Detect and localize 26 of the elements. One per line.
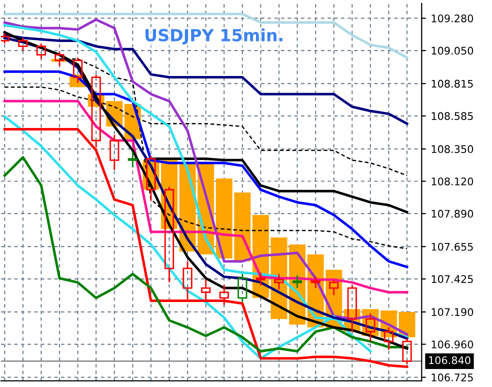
line-series	[3, 128, 408, 368]
y-tick-label: 109.050	[432, 46, 474, 55]
y-tick-label: 108.815	[432, 80, 473, 88]
ref-line-label: 106.840	[429, 356, 470, 364]
candlestick	[219, 284, 229, 306]
candlestick	[310, 276, 320, 289]
y-tick-label: 107.890	[432, 210, 474, 218]
candlestick	[128, 151, 138, 168]
y-tick-label: 109.280	[432, 14, 474, 22]
y-tick-label: 107.655	[432, 242, 473, 251]
candlestick	[238, 273, 248, 303]
line-series	[3, 12, 408, 59]
y-tick-label: 108.120	[432, 177, 474, 186]
y-tick-label: 107.190	[432, 308, 474, 316]
text: USDJPY 15min.	[146, 28, 282, 45]
candlestick	[366, 312, 376, 342]
line-series	[3, 100, 408, 294]
y-tick-label: 107.425	[432, 275, 473, 284]
y-tick-label: 108.585	[432, 112, 473, 120]
candlestick	[110, 134, 120, 171]
y-tick-label: 106.725	[432, 374, 473, 382]
candlestick	[292, 274, 302, 289]
y-tick-label: 108.350	[432, 145, 474, 154]
candlestick	[201, 278, 211, 302]
y-tick-label: 106.960	[432, 340, 474, 348]
candlestick	[384, 326, 394, 351]
